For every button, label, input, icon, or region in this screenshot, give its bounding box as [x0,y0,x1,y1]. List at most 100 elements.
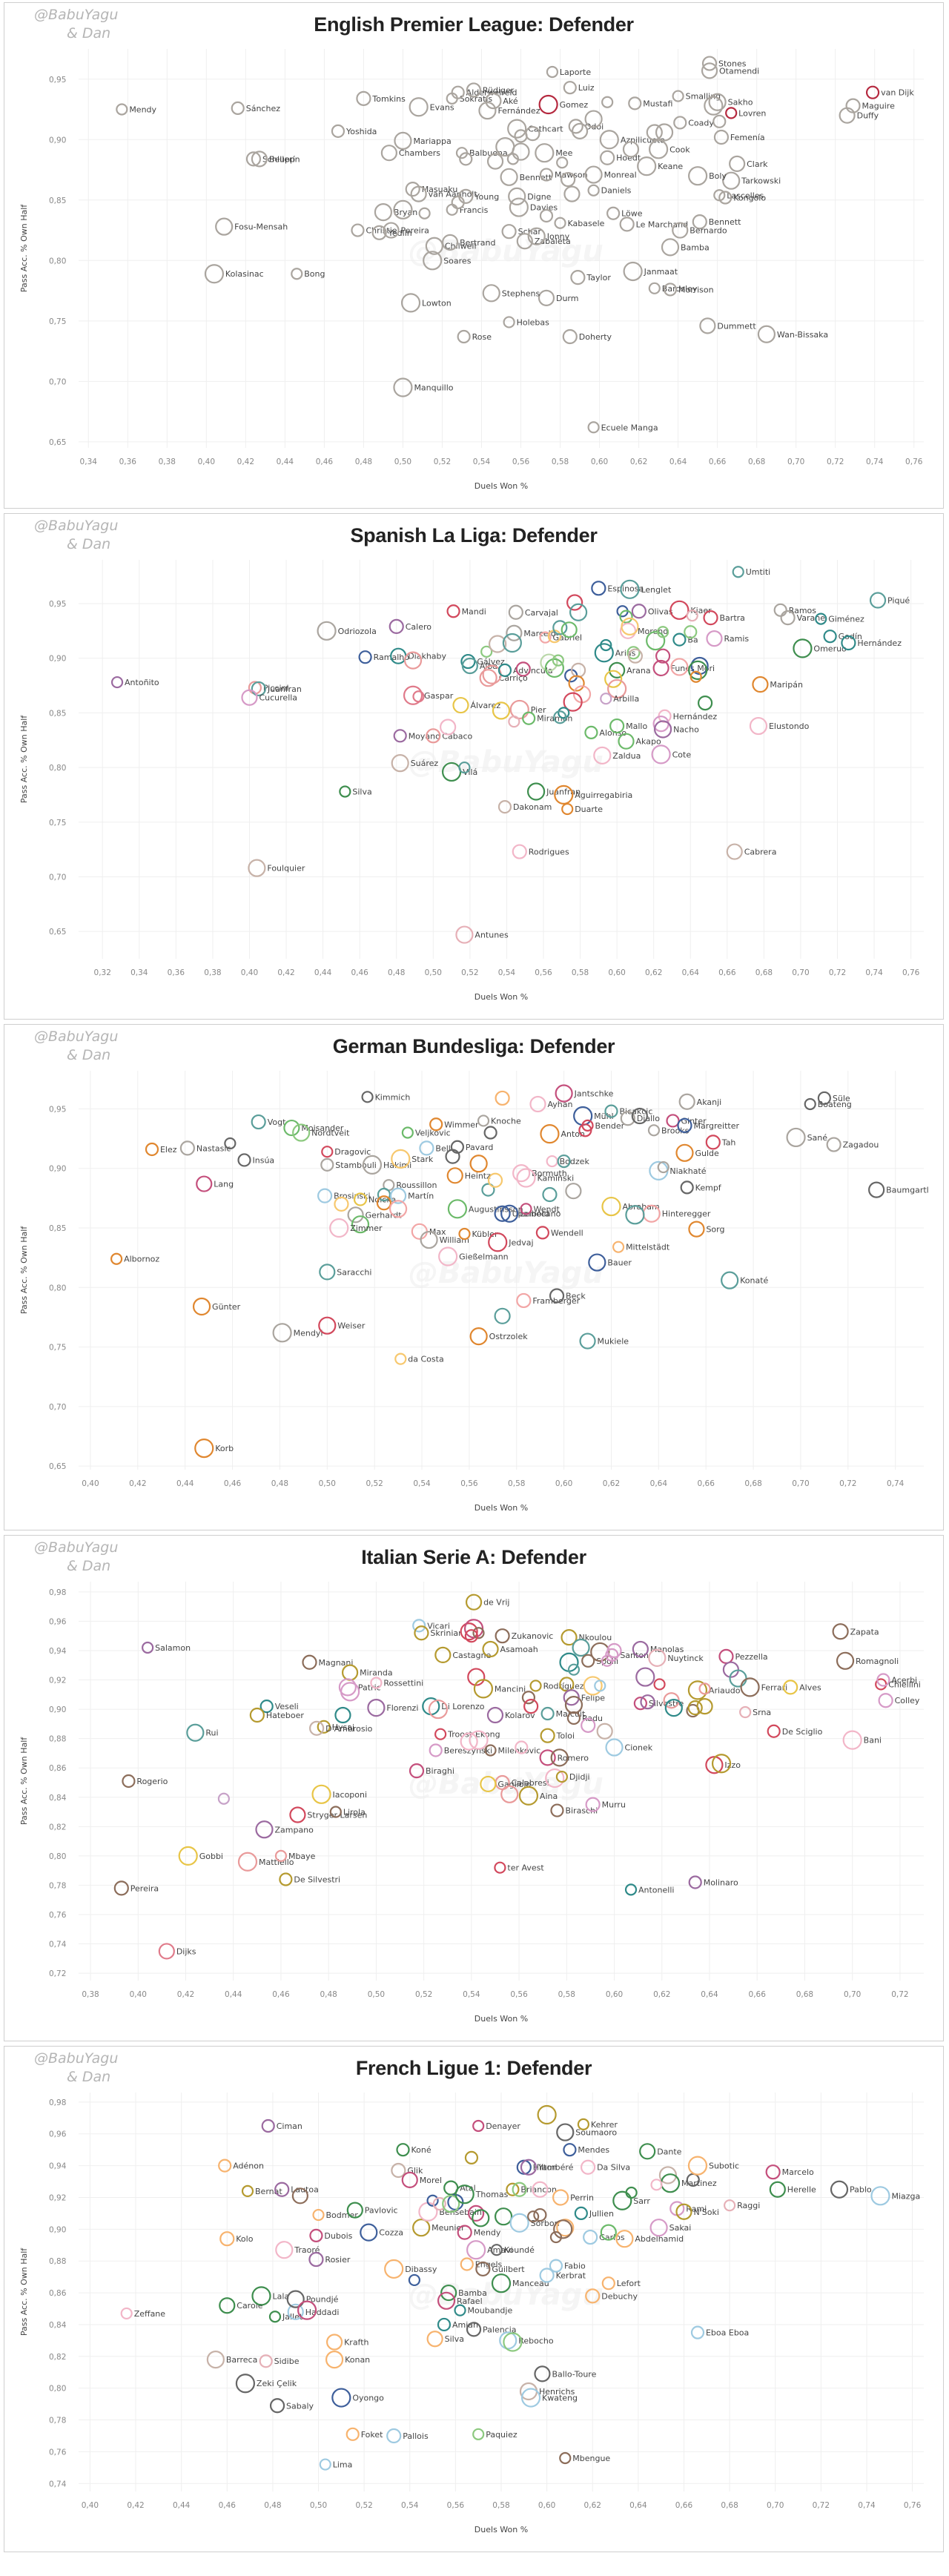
data-point[interactable] [426,2331,443,2348]
data-point[interactable] [552,654,564,667]
data-point[interactable] [432,2196,446,2211]
data-point[interactable] [500,1785,519,1803]
data-point[interactable] [384,2259,404,2279]
data-point[interactable] [535,1226,549,1240]
data-point[interactable] [158,1943,175,1960]
data-point[interactable] [584,165,603,184]
data-point[interactable] [494,1205,511,1222]
data-point[interactable] [353,1192,368,1206]
data-point[interactable] [497,663,512,677]
data-point[interactable] [454,2304,466,2316]
data-point[interactable] [516,1292,532,1309]
data-point[interactable] [472,2428,485,2440]
data-point[interactable] [446,604,460,618]
data-point[interactable] [440,2284,457,2302]
data-point[interactable] [769,2181,786,2198]
data-point[interactable] [563,692,583,712]
data-point[interactable] [477,1114,490,1127]
data-point[interactable] [380,145,397,162]
data-point[interactable] [269,2398,285,2414]
data-point[interactable] [469,1155,488,1173]
data-point[interactable] [457,2225,472,2240]
data-point[interactable] [418,207,431,219]
data-point[interactable] [640,1694,655,1710]
data-point[interactable] [251,151,268,168]
data-point[interactable] [649,2219,668,2237]
data-point[interactable] [312,2208,325,2222]
data-point[interactable] [377,1187,391,1202]
data-point[interactable] [204,264,225,284]
data-point[interactable] [558,707,570,719]
data-point[interactable] [588,1253,606,1272]
data-point[interactable] [653,720,672,739]
data-point[interactable] [868,1181,885,1198]
data-point[interactable] [259,2354,273,2368]
data-point[interactable] [454,2184,474,2205]
data-point[interactable] [566,1711,581,1725]
data-point[interactable] [520,2159,538,2176]
data-point[interactable] [507,119,527,139]
data-point[interactable] [535,143,555,163]
data-point[interactable] [876,1673,890,1687]
data-point[interactable] [670,658,689,676]
data-point[interactable] [508,187,526,205]
data-point[interactable] [718,191,733,205]
data-point[interactable] [646,630,666,651]
data-point[interactable] [559,2451,572,2465]
data-point[interactable] [383,222,400,239]
data-point[interactable] [556,2219,575,2237]
data-point[interactable] [362,1155,383,1175]
data-point[interactable] [499,2331,518,2350]
data-point[interactable] [434,1728,447,1740]
data-point[interactable] [552,2189,569,2206]
data-point[interactable] [231,101,245,115]
data-point[interactable] [394,131,412,151]
data-point[interactable] [845,98,861,113]
data-point[interactable] [550,1803,564,1817]
data-point[interactable] [460,653,476,670]
data-point[interactable] [179,1140,195,1156]
data-point[interactable] [218,2159,232,2173]
data-point[interactable] [527,2210,540,2223]
data-point[interactable] [680,1180,694,1195]
data-point[interactable] [142,1641,154,1654]
data-point[interactable] [360,2223,378,2242]
data-point[interactable] [635,1667,655,1687]
data-point[interactable] [110,676,124,689]
data-point[interactable] [405,182,420,197]
data-point[interactable] [609,661,626,678]
data-point[interactable] [486,1706,504,1724]
data-point[interactable] [467,1668,486,1686]
data-point[interactable] [464,2150,479,2164]
data-point[interactable] [393,199,413,219]
data-point[interactable] [468,2205,485,2222]
data-point[interactable] [291,2187,308,2205]
data-point[interactable] [466,2322,482,2337]
data-point[interactable] [206,2350,225,2369]
data-point[interactable] [224,1137,237,1150]
data-point[interactable] [438,1246,458,1266]
data-point[interactable] [631,1107,648,1125]
data-point[interactable] [566,594,583,611]
data-point[interactable] [786,1127,806,1148]
data-point[interactable] [605,1738,624,1757]
data-point[interactable] [687,1680,708,1700]
data-point[interactable] [826,1137,841,1152]
data-point[interactable] [458,761,471,774]
data-point[interactable] [706,630,723,647]
data-point[interactable] [495,1628,510,1644]
data-point[interactable] [567,1663,581,1676]
data-point[interactable] [480,1775,497,1793]
data-point[interactable] [487,1172,503,1188]
data-point[interactable] [412,1619,426,1633]
data-point[interactable] [724,2199,736,2212]
data-point[interactable] [721,1271,739,1289]
data-point[interactable] [482,284,500,303]
data-point[interactable] [523,1699,539,1714]
data-point[interactable] [539,208,554,223]
data-point[interactable] [458,188,474,204]
data-point[interactable] [268,2311,282,2323]
data-point[interactable] [712,114,727,128]
data-point[interactable] [371,225,387,240]
data-point[interactable] [557,1154,571,1169]
